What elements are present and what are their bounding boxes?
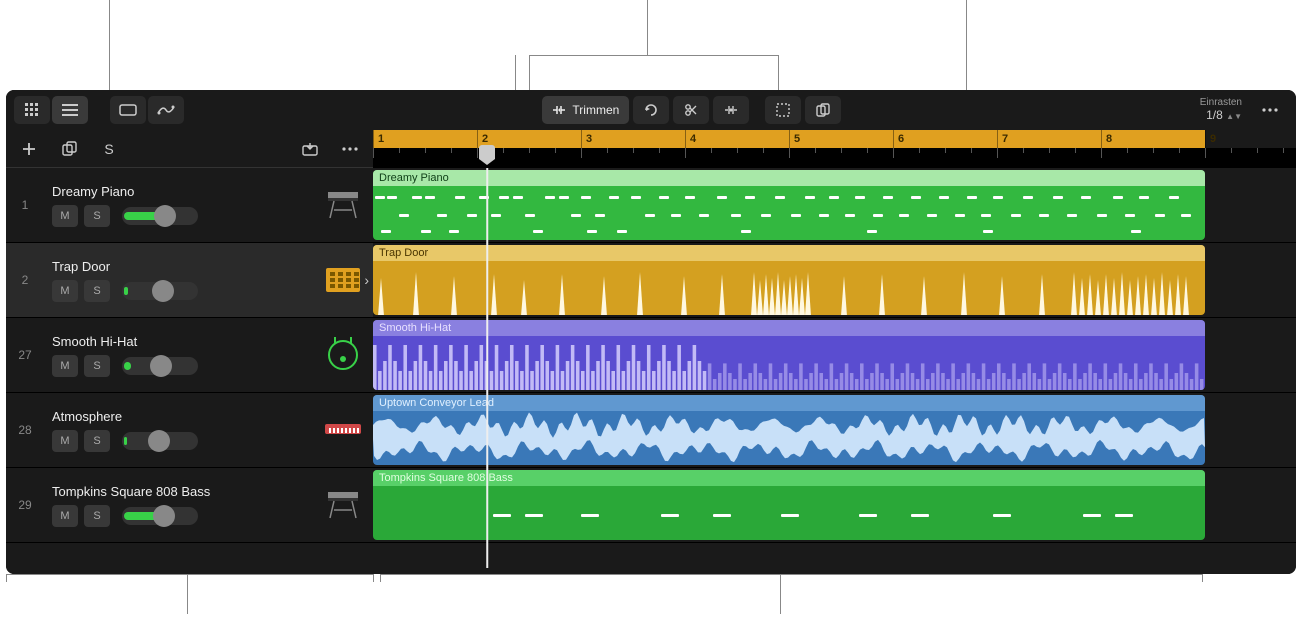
duplicate-track-button[interactable] <box>54 136 84 162</box>
tracks-area[interactable]: Dreamy Piano Trap Door Smooth Hi-Hat Upt… <box>373 168 1296 574</box>
track-header[interactable]: 29 Tompkins Square 808 Bass M S <box>6 468 373 543</box>
more-menu-button[interactable] <box>1252 96 1288 124</box>
loop-button[interactable] <box>633 96 669 124</box>
solo-button[interactable]: S <box>84 205 110 227</box>
import-button[interactable] <box>295 136 325 162</box>
instrument-icon <box>321 183 365 227</box>
track-lane[interactable]: Tompkins Square 808 Bass <box>373 468 1296 543</box>
volume-slider[interactable] <box>122 507 198 525</box>
region[interactable]: Uptown Conveyor Lead <box>373 395 1205 465</box>
daw-window: Trimmen Einrasten 1/8 ▲▼ <box>6 90 1296 574</box>
region-label: Smooth Hi-Hat <box>379 322 451 334</box>
bar-marker: 9 <box>1205 130 1216 148</box>
track-number: 29 <box>6 498 44 512</box>
list-view-button[interactable] <box>52 96 88 124</box>
solo-button[interactable]: S <box>84 430 110 452</box>
solo-button[interactable]: S <box>84 505 110 527</box>
playhead-line <box>487 168 489 568</box>
track-header[interactable]: 1 Dreamy Piano M S <box>6 168 373 243</box>
mute-button[interactable]: M <box>52 430 78 452</box>
solo-button[interactable]: S <box>84 280 110 302</box>
region[interactable]: Smooth Hi-Hat <box>373 320 1205 390</box>
track-number: 2 <box>6 273 44 287</box>
region[interactable]: Trap Door <box>373 245 1205 315</box>
track-header[interactable]: 28 Atmosphere M S <box>6 393 373 468</box>
volume-slider[interactable] <box>122 357 198 375</box>
solo-button[interactable]: S <box>84 355 110 377</box>
instrument-icon <box>321 258 365 302</box>
region-view-button[interactable] <box>110 96 146 124</box>
split-button[interactable] <box>673 96 709 124</box>
snap-setting[interactable]: Einrasten 1/8 ▲▼ <box>1200 97 1246 123</box>
solo-master-button[interactable]: S <box>94 136 124 162</box>
grid-view-button[interactable] <box>14 96 50 124</box>
mute-button[interactable]: M <box>52 355 78 377</box>
selection-button[interactable] <box>765 96 801 124</box>
instrument-icon <box>321 333 365 377</box>
chevron-right-icon[interactable]: › <box>364 272 369 288</box>
bar-marker: 1 <box>373 130 384 148</box>
track-options-button[interactable] <box>335 136 365 162</box>
track-lane[interactable]: Dreamy Piano <box>373 168 1296 243</box>
volume-slider[interactable] <box>122 432 198 450</box>
mute-button[interactable]: M <box>52 205 78 227</box>
region[interactable]: Dreamy Piano <box>373 170 1205 240</box>
bar-marker: 4 <box>685 130 696 148</box>
track-lane[interactable]: Smooth Hi-Hat <box>373 318 1296 393</box>
region[interactable]: Tompkins Square 808 Bass <box>373 470 1205 540</box>
track-name-label: Smooth Hi-Hat <box>52 334 313 349</box>
instrument-icon <box>321 408 365 452</box>
trim-label: Trimmen <box>572 103 619 117</box>
bar-marker: 6 <box>893 130 904 148</box>
region-label: Tompkins Square 808 Bass <box>379 472 513 484</box>
track-lane[interactable]: Trap Door <box>373 243 1296 318</box>
automation-view-button[interactable] <box>148 96 184 124</box>
mute-button[interactable]: M <box>52 505 78 527</box>
region-label: Uptown Conveyor Lead <box>379 397 494 409</box>
track-name-label: Dreamy Piano <box>52 184 313 199</box>
bar-marker: 3 <box>581 130 592 148</box>
trim-button[interactable]: Trimmen <box>542 96 629 124</box>
copy-button[interactable] <box>805 96 841 124</box>
track-header[interactable]: 2 Trap Door M S › <box>6 243 373 318</box>
track-number: 28 <box>6 423 44 437</box>
track-headers-panel: 1 Dreamy Piano M S 2 Trap Door M S <box>6 168 373 574</box>
region-label: Trap Door <box>379 247 428 259</box>
volume-slider[interactable] <box>122 282 198 300</box>
bar-marker: 8 <box>1101 130 1112 148</box>
volume-slider[interactable] <box>122 207 198 225</box>
track-number: 27 <box>6 348 44 362</box>
bar-marker: 7 <box>997 130 1008 148</box>
track-name-label: Trap Door <box>52 259 313 274</box>
main-toolbar: Trimmen Einrasten 1/8 ▲▼ <box>6 90 1296 130</box>
track-header-toolbar: S 123456789 <box>6 130 1296 168</box>
track-name-label: Atmosphere <box>52 409 313 424</box>
join-button[interactable] <box>713 96 749 124</box>
track-lane[interactable]: Uptown Conveyor Lead <box>373 393 1296 468</box>
track-name-label: Tompkins Square 808 Bass <box>52 484 313 499</box>
region-label: Dreamy Piano <box>379 172 449 184</box>
playhead[interactable] <box>479 145 495 159</box>
mute-button[interactable]: M <box>52 280 78 302</box>
snap-value: 1/8 <box>1206 108 1223 122</box>
instrument-icon <box>321 483 365 527</box>
timeline-ruler[interactable]: 123456789 <box>373 130 1296 168</box>
add-track-button[interactable] <box>14 136 44 162</box>
track-header[interactable]: 27 Smooth Hi-Hat M S <box>6 318 373 393</box>
track-number: 1 <box>6 198 44 212</box>
bar-marker: 5 <box>789 130 800 148</box>
